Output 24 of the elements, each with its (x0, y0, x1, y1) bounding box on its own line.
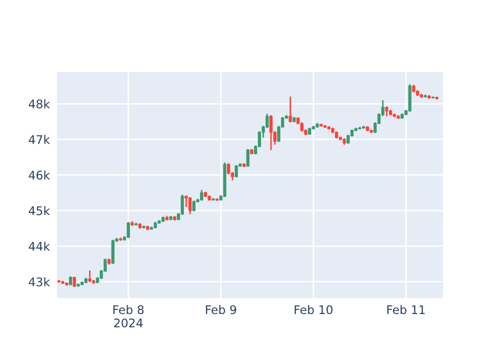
candlestick (246, 148, 250, 168)
candlestick (72, 276, 76, 288)
x-tick-label: Feb 10 (294, 305, 332, 314)
candlestick (288, 96, 292, 123)
y-tick-label: 47k (28, 134, 50, 144)
candlestick (227, 162, 230, 175)
candlestick (234, 164, 238, 178)
candlestick (111, 239, 114, 265)
y-tick-label: 46k (28, 170, 50, 180)
y-tick-label: 43k (28, 277, 50, 286)
candlestick (385, 106, 388, 117)
y-tick-label: 44k (28, 242, 50, 251)
candlestick (188, 196, 192, 215)
y-tick-label: 48k (28, 99, 50, 108)
x-tick-label: Feb 11 (387, 305, 425, 314)
candlestick (269, 114, 273, 151)
candlestick (180, 194, 184, 216)
x-tick-label: Feb 9 (206, 305, 236, 314)
candlestick (300, 122, 304, 132)
y-tick-label: 45k (28, 206, 50, 216)
candlestick (88, 270, 92, 283)
x-tick-label: Feb 8 2024 (113, 305, 144, 328)
candlestick (126, 221, 130, 239)
candlestick (192, 200, 196, 212)
